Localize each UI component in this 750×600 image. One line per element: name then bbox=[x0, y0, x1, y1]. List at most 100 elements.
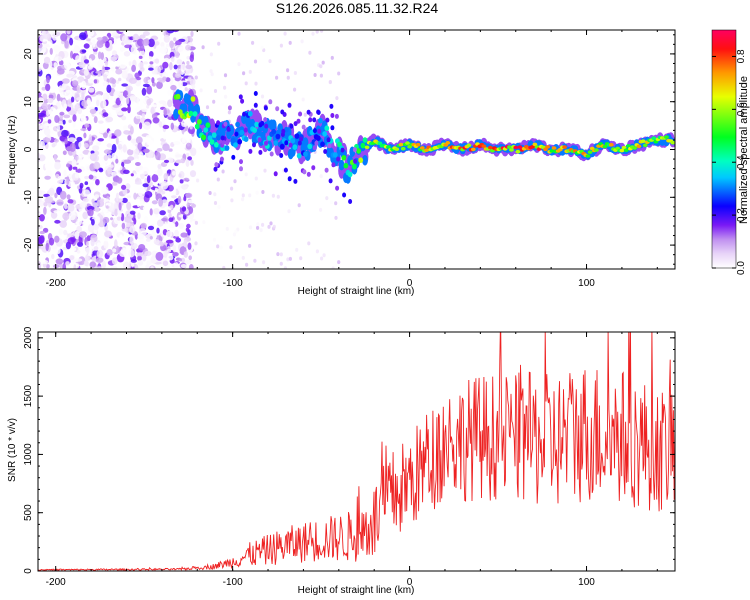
spectrogram-ridge-cell bbox=[299, 136, 304, 142]
spectrogram-ridge-cell bbox=[507, 145, 512, 149]
spectrogram-noise-cell bbox=[142, 83, 150, 88]
spectrogram-noise-cell bbox=[61, 83, 67, 89]
spectrogram-noise-cell bbox=[38, 106, 43, 111]
spectrogram-noise-cell bbox=[263, 168, 267, 173]
spectrogram-noise-cell bbox=[117, 143, 123, 150]
spectrogram-noise-cell bbox=[55, 31, 61, 36]
spectrogram-noise-cell bbox=[60, 91, 67, 98]
spectrogram-noise-cell bbox=[93, 224, 99, 231]
spectrogram-noise-cell bbox=[293, 71, 297, 75]
spectrogram-noise-cell bbox=[68, 137, 76, 143]
spectrogram-noise-cell bbox=[146, 85, 153, 95]
spectrogram-ridge-cell bbox=[405, 141, 410, 145]
spectrogram-noise-cell bbox=[93, 161, 101, 170]
spectrogram-noise-cell bbox=[150, 106, 155, 115]
spectrogram-noise-cell bbox=[105, 40, 110, 49]
spectrogram-noise-cell bbox=[40, 259, 49, 264]
spectrogram-noise-cell bbox=[166, 230, 173, 238]
spectrogram-noise-cell bbox=[163, 34, 170, 43]
spectrogram-noise-cell bbox=[47, 177, 55, 187]
spectrogram-noise-cell bbox=[149, 51, 154, 58]
spectrogram-noise-cell bbox=[95, 70, 103, 74]
spectrogram-noise-cell bbox=[137, 142, 143, 151]
spectrogram-noise-cell bbox=[87, 64, 93, 70]
spectrogram-ridge-cell bbox=[224, 145, 230, 151]
spectrogram-noise-cell bbox=[337, 71, 341, 76]
spectrogram-noise-cell bbox=[83, 143, 89, 148]
spectrogram-noise-cell bbox=[320, 30, 324, 33]
spectrogram-noise-cell bbox=[55, 258, 64, 265]
spectrogram-noise-cell bbox=[248, 69, 252, 74]
spectrogram-noise-cell bbox=[224, 94, 228, 99]
spectrogram-noise-cell bbox=[47, 97, 54, 104]
spectrogram-noise-cell bbox=[275, 75, 279, 80]
spectrogram-noise-cell bbox=[133, 149, 140, 156]
spectrogram-noise-cell bbox=[129, 95, 137, 102]
spectrogram-noise-cell bbox=[115, 97, 121, 106]
spectrogram-noise-cell bbox=[212, 99, 216, 104]
spectrogram-noise-cell bbox=[178, 80, 183, 89]
spectrogram-noise-cell bbox=[43, 202, 48, 207]
spectrogram-noise-cell bbox=[183, 251, 188, 258]
spectrogram-noise-cell bbox=[93, 116, 98, 124]
spectrogram-noise-cell bbox=[82, 221, 86, 226]
spectrogram-noise-cell bbox=[123, 159, 132, 164]
spectrogram-noise-cell bbox=[68, 110, 77, 116]
spectrogram-noise-cell bbox=[283, 266, 287, 269]
spectrogram-noise-cell bbox=[201, 45, 205, 50]
spectrogram-noise-cell bbox=[84, 175, 90, 180]
spectrogram-noise-cell bbox=[56, 93, 61, 102]
spectrogram-noise-cell bbox=[145, 264, 150, 269]
spectrogram-noise-cell bbox=[116, 216, 122, 221]
spectrogram-noise-cell bbox=[178, 70, 182, 75]
spectrogram-ridge-cell bbox=[585, 154, 591, 158]
spectrogram-noise-cell bbox=[141, 166, 149, 175]
spectrogram-noise-cell bbox=[101, 186, 109, 195]
spectrogram-noise-cell bbox=[160, 180, 169, 190]
spectrogram-ridge-cell bbox=[264, 140, 268, 146]
spectrogram-noise-cell bbox=[66, 30, 71, 35]
spectrogram-noise-cell bbox=[270, 259, 274, 264]
spectrogram-noise-cell bbox=[63, 229, 68, 236]
spectrogram-noise-cell bbox=[77, 241, 84, 247]
spectrogram-noise-cell bbox=[138, 55, 143, 60]
spectrogram-ridge-cell bbox=[625, 144, 631, 148]
spectrogram-noise-cell bbox=[38, 261, 42, 269]
spectrogram-noise-cell bbox=[199, 88, 203, 93]
spectrogram-noise-cell bbox=[184, 260, 192, 264]
spectrogram-noise-cell bbox=[180, 232, 188, 238]
spectrogram-noise-cell bbox=[83, 59, 90, 64]
spectrogram-x-tick-label: 0 bbox=[407, 278, 413, 289]
spectrogram-ridge-cell bbox=[273, 140, 279, 146]
spectrogram-noise-cell bbox=[115, 158, 119, 164]
spectrogram-noise-cell bbox=[122, 169, 130, 174]
spectrogram-noise-cell bbox=[95, 216, 101, 224]
spectrogram-noise-cell bbox=[149, 236, 153, 240]
spectrogram-ridge-cell bbox=[214, 142, 219, 148]
spectrogram-noise-cell bbox=[217, 41, 221, 46]
spectrogram-noise-cell bbox=[75, 168, 82, 173]
spectrogram-noise-cell bbox=[256, 225, 260, 230]
spectrogram-noise-cell bbox=[234, 229, 238, 234]
spectrogram-noise-cell bbox=[66, 73, 74, 78]
spectrogram-noise-cell bbox=[162, 124, 170, 130]
spectrogram-noise-cell bbox=[139, 34, 146, 39]
spectrogram-noise-cell bbox=[108, 130, 112, 140]
spectrogram-noise-cell bbox=[115, 136, 119, 145]
spectrogram-noise-cell bbox=[101, 198, 110, 202]
spectrogram-ridge-cell bbox=[303, 151, 308, 157]
spectrogram-noise-cell bbox=[142, 31, 150, 36]
spectrogram-ridge-cell bbox=[314, 140, 319, 146]
spectrogram-ridge-cell bbox=[230, 137, 236, 144]
spectrogram-ridge-cell bbox=[651, 136, 657, 140]
spectrogram-noise-cell bbox=[69, 37, 74, 46]
spectrogram-ridge-cell bbox=[335, 185, 340, 191]
spectrogram-noise-cell bbox=[209, 69, 213, 74]
spectrogram-ridge-cell bbox=[211, 132, 217, 138]
spectrogram-ridge-cell bbox=[275, 106, 280, 112]
spectrogram-noise-cell bbox=[88, 87, 95, 93]
spectrogram-noise-cell bbox=[186, 60, 190, 65]
spectrogram-noise-cell bbox=[66, 163, 71, 168]
spectrogram-noise-cell bbox=[188, 264, 194, 269]
spectrogram-noise-cell bbox=[43, 56, 51, 64]
